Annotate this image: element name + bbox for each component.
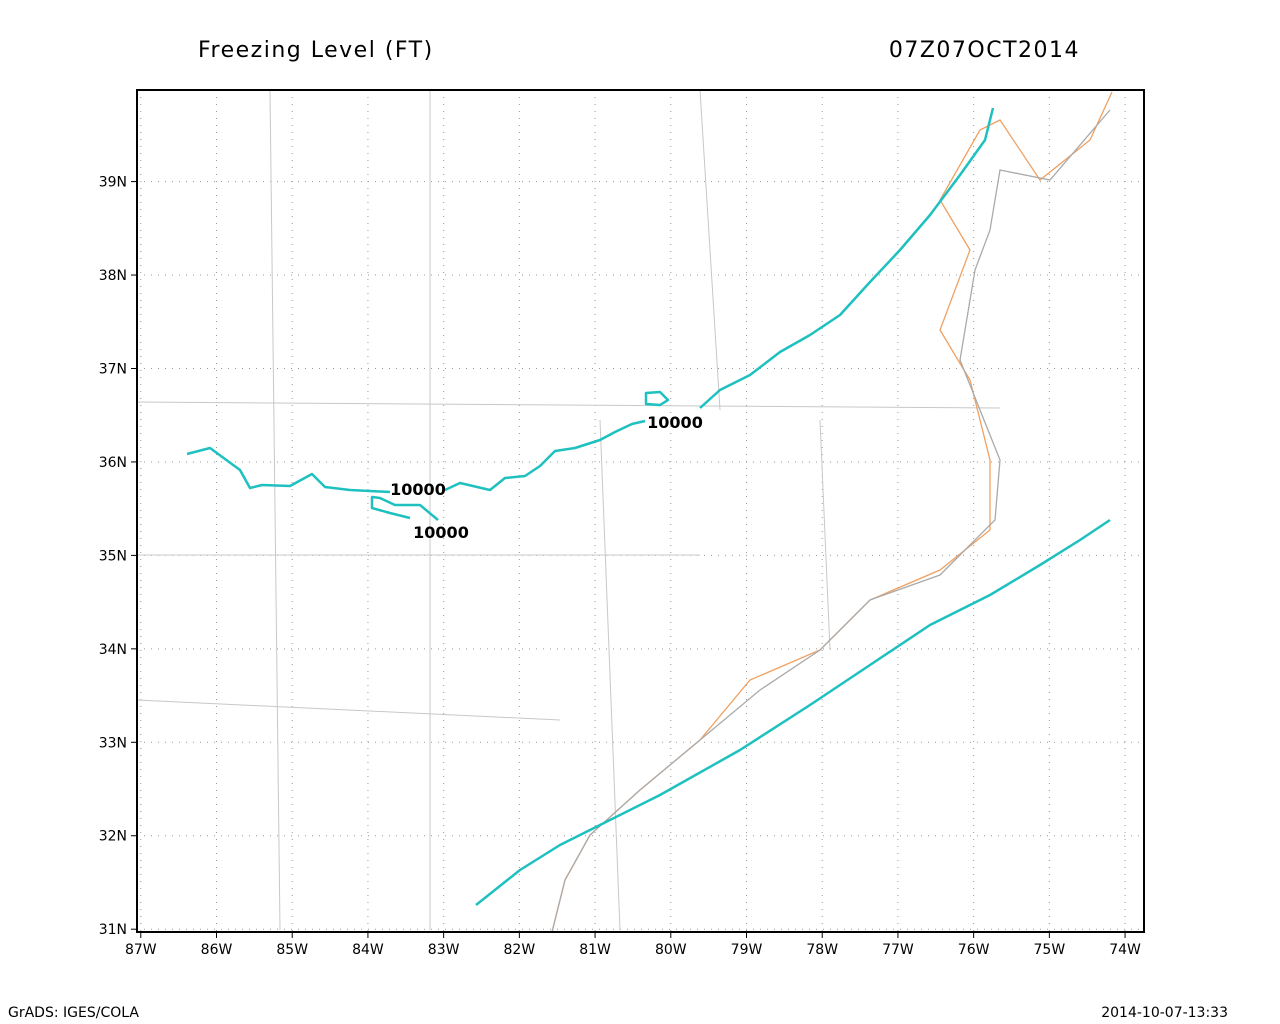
contour-line: [370, 495, 439, 521]
time-label: 07Z07OCT2014: [889, 38, 1080, 63]
x-tick-label: 78W: [806, 942, 838, 958]
x-tick-label: 74W: [1109, 942, 1141, 958]
x-tick-label: 86W: [201, 942, 233, 958]
y-tick-label: 33N: [99, 735, 127, 751]
x-tick-label: 82W: [504, 942, 536, 958]
contour-label: 10000: [413, 523, 469, 542]
y-tick-label: 38N: [99, 268, 127, 284]
x-tick-label: 76W: [958, 942, 990, 958]
y-tick-label: 39N: [99, 175, 127, 191]
y-tick-label: 35N: [99, 548, 127, 564]
contour-line: [186, 107, 995, 494]
x-tick-label: 84W: [352, 942, 384, 958]
x-tick-label: 79W: [731, 942, 763, 958]
contour-line: [475, 518, 1111, 906]
x-tick-label: 83W: [428, 942, 460, 958]
x-tick-label: 77W: [882, 942, 914, 958]
footer-right: 2014-10-07-13:33: [1101, 1005, 1228, 1021]
footer-left: GrADS: IGES/COLA: [8, 1005, 139, 1021]
y-tick-label: 36N: [99, 455, 127, 471]
contour-line: [644, 390, 670, 407]
contour-label: 10000: [647, 413, 703, 432]
x-tick-label: 87W: [125, 942, 157, 958]
y-tick-label: 31N: [99, 922, 127, 938]
contours: 10000 10000 10000: [186, 107, 1111, 906]
boundaries: [136, 89, 1113, 933]
x-tick-label: 80W: [655, 942, 687, 958]
x-tick-label: 85W: [276, 942, 308, 958]
y-tick-label: 32N: [99, 829, 127, 845]
contour-label: 10000: [390, 480, 446, 499]
map-frame: [136, 89, 1145, 933]
grid: 87W 86W 85W 84W 83W 82W 81W 80W 79W 78W 77W 76W 75W 7…: [99, 90, 1144, 958]
x-tick-label: 81W: [579, 942, 611, 958]
y-tick-label: 34N: [99, 642, 127, 658]
title: Freezing Level (FT): [198, 38, 434, 63]
x-tick-label: 75W: [1034, 942, 1066, 958]
y-tick-label: 37N: [99, 361, 127, 377]
